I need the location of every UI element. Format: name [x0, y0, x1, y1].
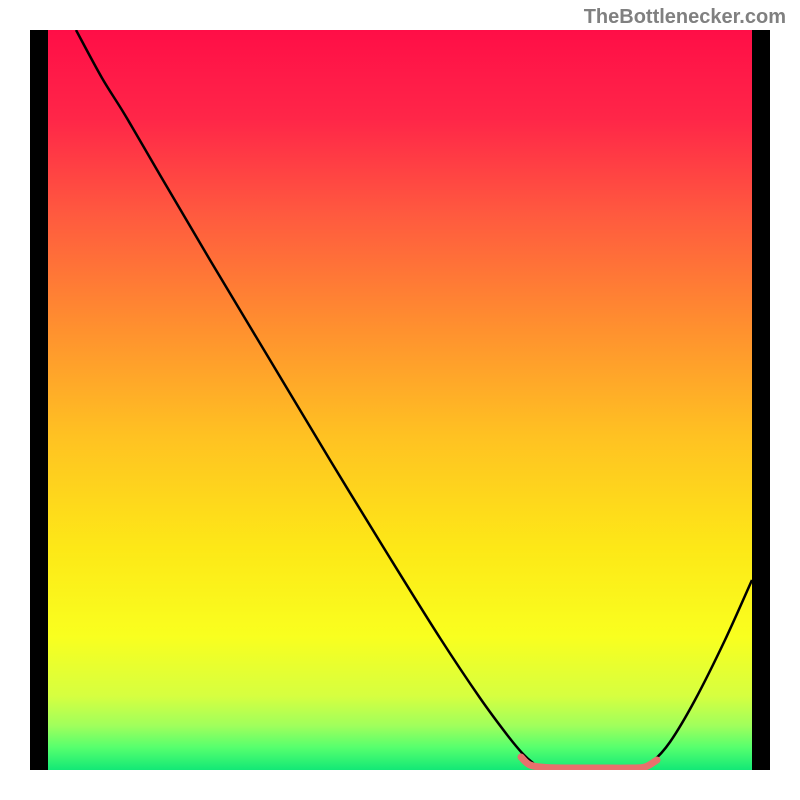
heat-gradient	[48, 30, 752, 770]
chart-container: TheBottlenecker.com	[0, 0, 800, 800]
bottleneck-chart	[30, 30, 770, 770]
plot-area	[30, 30, 770, 770]
watermark-text: TheBottlenecker.com	[584, 6, 786, 29]
